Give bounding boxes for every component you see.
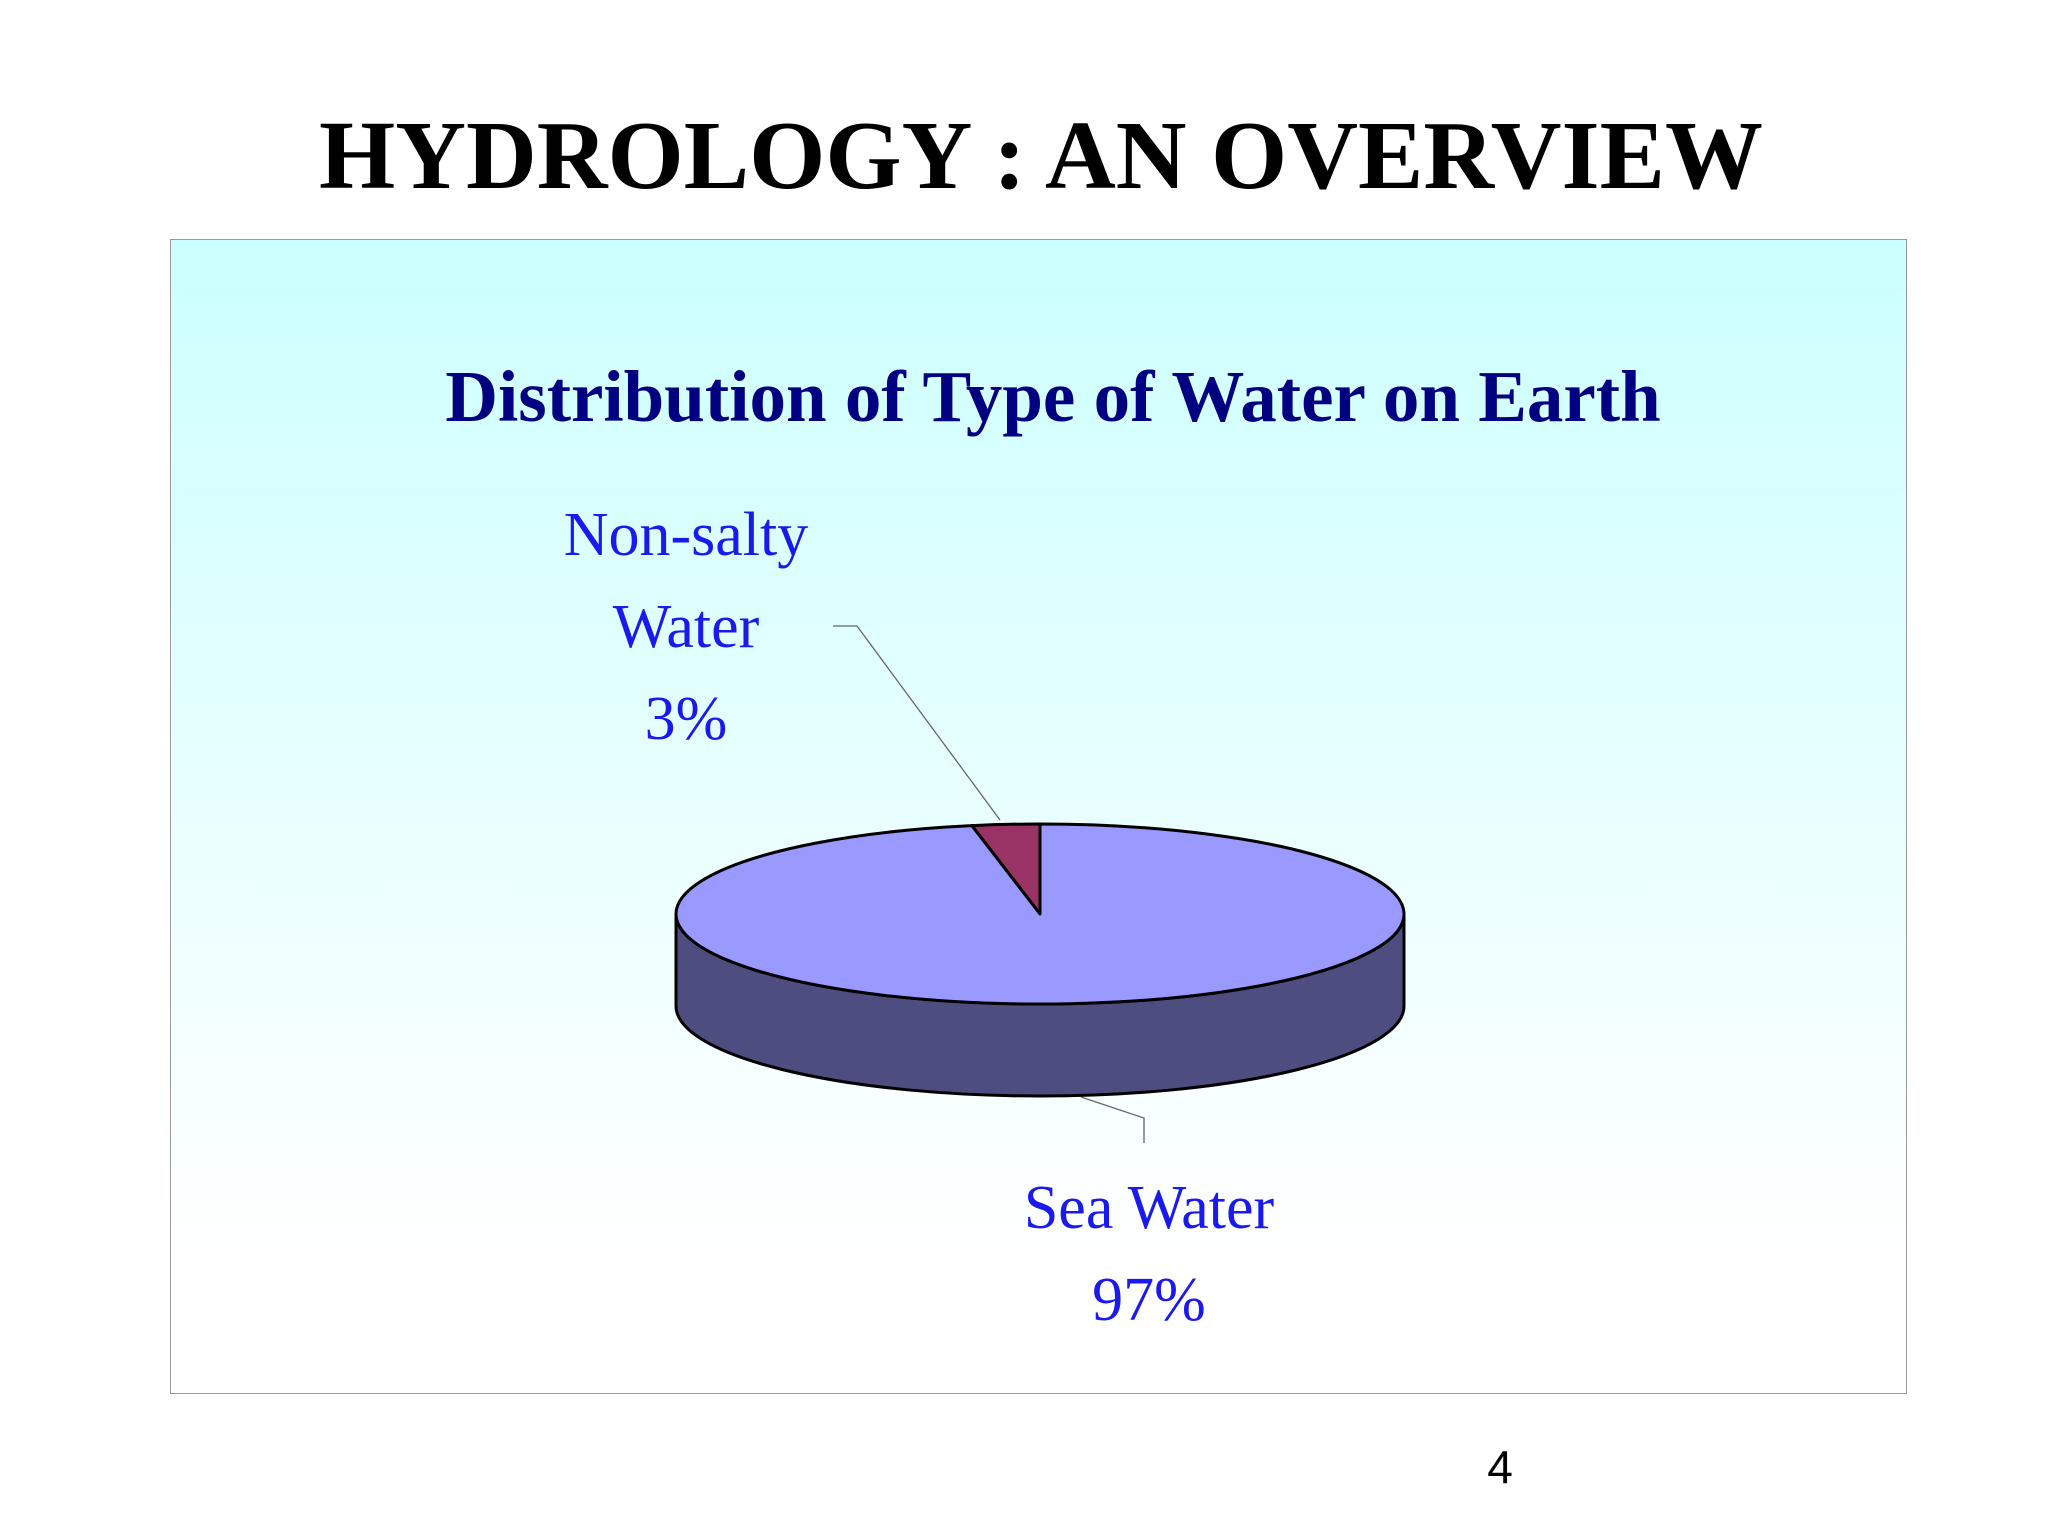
slice-label: Sea Water 97% bbox=[899, 1162, 1399, 1346]
pie-slice bbox=[674, 822, 1406, 1006]
slice-category: Sea Water bbox=[1023, 1174, 1275, 1242]
slice-label: Non-salty Water 3% bbox=[536, 489, 836, 765]
chart-title: Distribution of Type of Water on Earth bbox=[445, 356, 1661, 437]
page-number: 4 bbox=[1487, 1441, 1513, 1493]
slice-category: Non-salty Water bbox=[563, 501, 809, 661]
leader-line bbox=[1080, 1096, 1145, 1143]
slice-value: 3% bbox=[644, 685, 728, 753]
slice-value: 97% bbox=[1092, 1266, 1206, 1334]
slide-title: HYDROLOGY : AN OVERVIEW bbox=[319, 102, 1763, 210]
leader-line bbox=[833, 625, 1001, 821]
chart-area bbox=[170, 239, 1907, 1394]
